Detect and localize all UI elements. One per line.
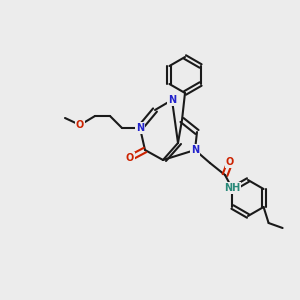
Text: O: O — [226, 157, 234, 167]
Text: O: O — [126, 153, 134, 163]
Text: N: N — [136, 123, 144, 133]
Text: N: N — [168, 95, 176, 105]
Text: NH: NH — [224, 183, 240, 193]
Text: O: O — [76, 120, 84, 130]
Text: N: N — [191, 145, 199, 155]
